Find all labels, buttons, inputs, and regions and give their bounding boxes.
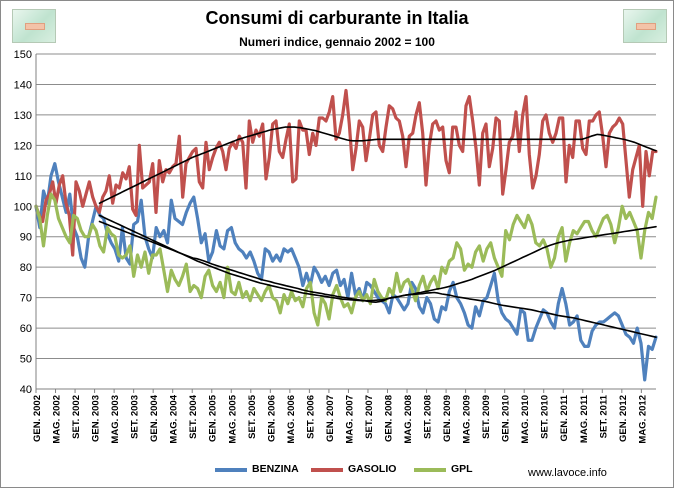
x-tick-label: GEN. 2005 <box>208 394 219 442</box>
x-tick-label: MAG. 2002 <box>52 395 63 444</box>
y-tick-label: 110 <box>14 171 32 183</box>
legend-swatch-benzina <box>215 468 247 472</box>
x-tick-label: MAG. 2006 <box>286 395 297 444</box>
lavoce-logo-left <box>12 9 56 43</box>
legend-swatch-gasolio <box>311 468 343 472</box>
x-tick-label: SET. 2006 <box>305 395 316 439</box>
x-tick-label: MAG. 2010 <box>520 395 531 444</box>
x-tick-label: GEN. 2003 <box>91 395 102 442</box>
y-tick-label: 90 <box>20 232 32 244</box>
y-tick-label: 130 <box>14 110 32 122</box>
chart-subtitle: Numeri indice, gennaio 2002 = 100 <box>239 35 435 49</box>
x-tick-label: SET. 2011 <box>598 394 609 438</box>
y-tick-label: 120 <box>14 140 32 152</box>
x-tick-labels: GEN. 2002 MAG. 2002 SET. 2002 GEN. 2003 MAG.… <box>32 389 648 444</box>
x-tick-label: MAG. 2012 <box>637 395 648 444</box>
x-tick-label: SET. 2005 <box>247 394 258 439</box>
series-line-trend-gpl <box>98 214 657 302</box>
legend-swatch-gpl <box>414 468 446 472</box>
y-tick-label: 50 <box>20 354 32 366</box>
x-tick-label: GEN. 2004 <box>149 394 160 442</box>
x-tick-label: MAG. 2011 <box>579 394 590 443</box>
x-tick-label: GEN. 2011 <box>559 394 570 441</box>
x-tick-label: GEN. 2007 <box>325 395 336 442</box>
x-tick-label: MAG. 2005 <box>227 394 238 443</box>
y-tick-label: 140 <box>14 79 32 91</box>
series-line-benzina <box>34 162 658 382</box>
x-tick-label: SET. 2009 <box>481 395 492 439</box>
legend-label-gpl: GPL <box>451 463 473 475</box>
series-line-gpl <box>34 192 658 327</box>
x-tick-label: MAG. 2009 <box>462 395 473 444</box>
chart-title: Consumi di carburante in Italia <box>205 8 469 28</box>
x-tick-label: SET. 2002 <box>71 395 82 439</box>
y-tick-labels: 40 50 60 70 80 90 100 110 120 130 140 150 <box>14 49 32 396</box>
series-line-trend-benzina <box>98 220 657 339</box>
series-line-trend-gasolio <box>98 126 657 204</box>
x-tick-label: MAG. 2007 <box>344 395 355 444</box>
legend-label-gasolio: GASOLIO <box>348 463 397 475</box>
x-tick-label: MAG. 2003 <box>110 395 121 444</box>
x-tick-label: SET. 2010 <box>540 395 551 439</box>
logo-mark <box>25 23 45 30</box>
y-tick-label: 60 <box>20 323 32 335</box>
source-credit: www.lavoce.info <box>528 467 607 479</box>
legend-label-benzina: BENZINA <box>252 463 299 475</box>
x-tick-label: SET. 2003 <box>130 395 141 439</box>
series-line-gasolio <box>34 88 658 257</box>
axes <box>35 54 656 390</box>
x-tick-label: SET. 2008 <box>423 395 434 439</box>
y-tick-label: 150 <box>14 49 32 61</box>
x-tick-label: GEN. 2009 <box>442 395 453 442</box>
x-tick-label: GEN. 2006 <box>266 395 277 442</box>
x-tick-label: GEN. 2002 <box>32 395 43 442</box>
x-tick-label: SET. 2004 <box>188 394 199 439</box>
y-tick-label: 80 <box>20 262 32 274</box>
x-tick-label: GEN. 2008 <box>383 395 394 442</box>
x-tick-label: SET. 2007 <box>364 395 375 439</box>
x-tick-label: MAG. 2004 <box>169 394 180 443</box>
x-tick-label: MAG. 2008 <box>403 395 414 444</box>
x-tick-label: GEN. 2012 <box>618 395 629 442</box>
y-tick-label: 40 <box>20 384 32 396</box>
series-layer <box>34 88 658 382</box>
lavoce-logo-right <box>623 9 667 43</box>
y-tick-label: 70 <box>20 293 32 305</box>
logo-mark <box>636 23 656 30</box>
x-tick-label: GEN. 2010 <box>501 395 512 442</box>
y-tick-label: 100 <box>14 201 32 213</box>
